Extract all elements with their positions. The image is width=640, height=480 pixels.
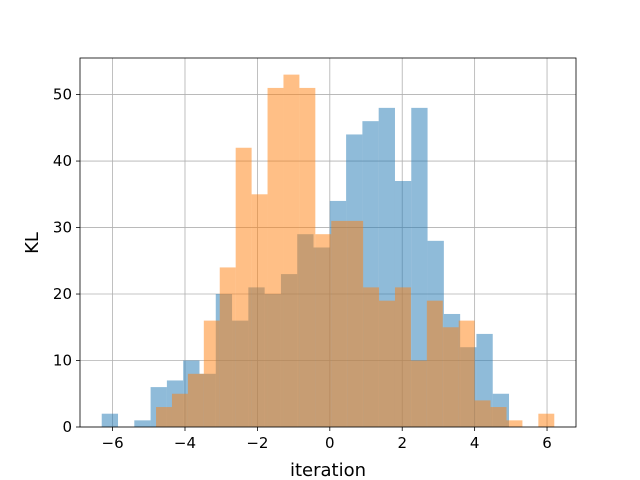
y-tick-label-0: 0 <box>62 418 72 436</box>
y-tick-label-1: 10 <box>53 352 72 370</box>
y-tick-label-2: 20 <box>53 285 72 303</box>
y-tick-label-4: 40 <box>53 152 72 170</box>
x-tick-label-4: 2 <box>397 434 407 452</box>
bar-series1-16 <box>410 360 427 427</box>
bar-series1-0 <box>156 407 172 427</box>
plot-frame <box>79 57 577 428</box>
bar-series1-24 <box>538 413 555 427</box>
y-axis-label: KL <box>22 232 43 254</box>
y-axis-ticks: 0 10 20 30 40 50 <box>53 86 80 436</box>
x-axis-label: iteration <box>290 460 366 480</box>
bar-series1-14 <box>379 300 395 427</box>
y-tick-label-5: 50 <box>53 86 72 104</box>
bar-series1-15 <box>394 287 411 427</box>
x-axis-ticks: −6 −4 −2 0 2 4 6 <box>102 427 552 452</box>
bar-series1-20 <box>474 400 491 427</box>
bar-series1-13 <box>363 287 380 427</box>
x-tick-label-0: −6 <box>102 434 124 452</box>
histogram-bars <box>101 74 555 428</box>
bar-series1-9 <box>299 87 316 428</box>
bar-series1-1 <box>171 393 188 427</box>
x-tick-label-1: −4 <box>174 434 196 452</box>
x-tick-label-5: 4 <box>470 434 480 452</box>
bar-series0-19 <box>411 107 428 427</box>
bar-series1-18 <box>442 327 459 427</box>
bar-series1-3 <box>203 320 220 427</box>
x-tick-label-2: −2 <box>246 434 268 452</box>
bar-series1-6 <box>251 194 268 427</box>
x-tick-label-6: 6 <box>542 434 552 452</box>
bar-series1-21 <box>490 407 507 427</box>
bar-series1-11 <box>331 220 348 427</box>
bar-series1-22 <box>506 420 523 427</box>
bar-series1-17 <box>426 300 443 427</box>
bar-series1-5 <box>235 147 252 427</box>
bar-series1-4 <box>219 267 236 427</box>
bar-series1-2 <box>187 373 204 427</box>
bar-series1-10 <box>315 234 332 427</box>
bar-series1-19 <box>458 320 475 427</box>
bar-series1-8 <box>283 74 300 428</box>
y-tick-label-3: 30 <box>53 219 72 237</box>
bar-series1-12 <box>347 220 364 427</box>
bar-series0-0 <box>101 413 119 427</box>
bar-series1-7 <box>267 87 284 428</box>
bar-series0-2 <box>134 420 151 427</box>
x-tick-label-3: 0 <box>325 434 335 452</box>
